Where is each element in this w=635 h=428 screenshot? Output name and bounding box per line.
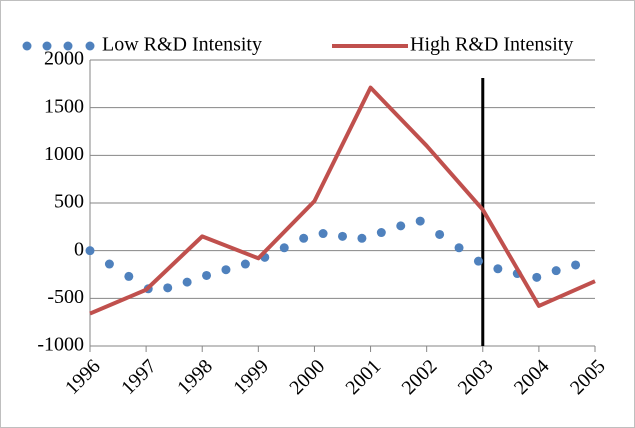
legend-marker xyxy=(85,41,95,51)
legend-marker xyxy=(63,41,73,51)
data-point xyxy=(338,231,347,241)
legend-label: Low R&D Intensity xyxy=(102,34,262,56)
y-tick-label: 1000 xyxy=(44,143,84,165)
data-point xyxy=(124,271,134,281)
y-tick-label: 2000 xyxy=(44,48,84,70)
data-point xyxy=(318,229,328,239)
data-line xyxy=(89,85,596,316)
data-point xyxy=(435,229,445,239)
data-point xyxy=(532,272,542,282)
legend-marker xyxy=(42,41,52,51)
data-point xyxy=(473,256,483,266)
data-point xyxy=(376,228,386,238)
y-tick-label: -1000 xyxy=(37,334,84,356)
y-tick-label: 500 xyxy=(54,191,84,213)
data-point xyxy=(396,221,406,231)
data-point xyxy=(182,277,192,287)
data-point xyxy=(85,246,95,256)
legend-marker xyxy=(22,41,32,51)
data-point xyxy=(299,233,309,243)
data-point xyxy=(202,270,212,280)
data-point xyxy=(163,283,173,293)
data-point xyxy=(415,216,425,226)
y-tick-label: -500 xyxy=(47,286,84,308)
data-point xyxy=(279,243,289,253)
data-point xyxy=(551,266,561,276)
data-point xyxy=(240,259,250,269)
data-point xyxy=(221,265,231,275)
y-tick-label: 0 xyxy=(74,238,84,260)
y-tick-label: 1500 xyxy=(44,95,84,117)
data-point xyxy=(454,243,464,253)
data-point xyxy=(104,259,114,269)
legend-label: High R&D Intensity xyxy=(410,34,573,56)
data-point xyxy=(571,260,581,270)
data-point xyxy=(493,264,503,274)
data-point xyxy=(357,233,367,243)
